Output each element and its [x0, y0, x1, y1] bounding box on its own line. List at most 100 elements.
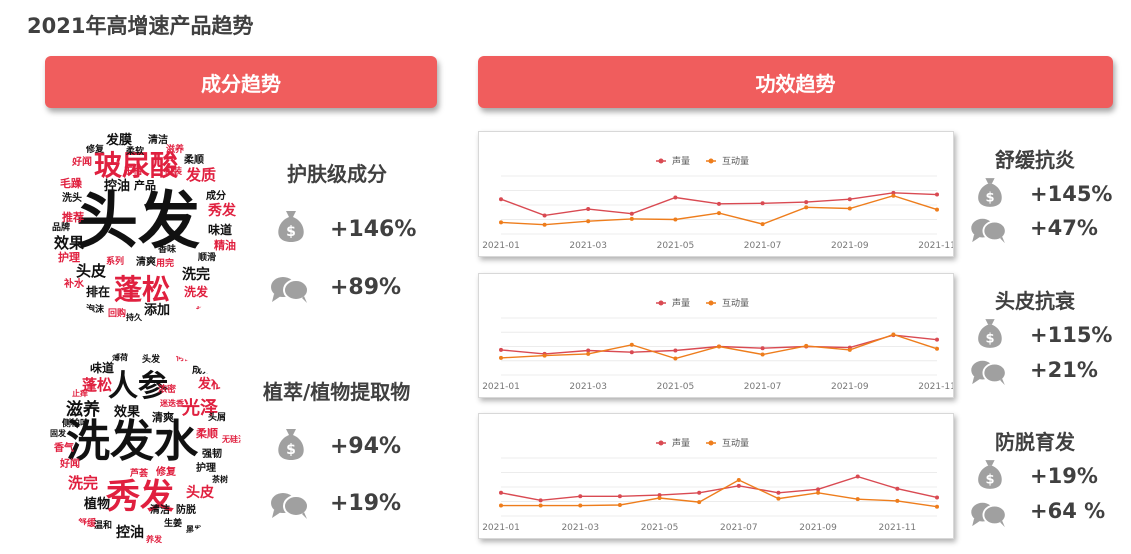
cloud-word: 养发: [146, 535, 162, 544]
series-line-interaction: [500, 194, 938, 226]
cloud-word: 柔软: [126, 147, 145, 157]
cloud-word: 香味: [158, 245, 177, 255]
data-point: [935, 337, 939, 342]
cloud-word: 好闻: [72, 157, 92, 168]
data-point: [776, 496, 781, 501]
x-tick-label: 2021-05: [641, 523, 679, 533]
data-point: [499, 355, 503, 360]
efficacy-chart-soothing: 声量 互动量 2021-01 2021-03 2021-05 2021-07 2021-09…: [478, 131, 954, 257]
data-point: [935, 192, 939, 197]
data-point: [673, 356, 678, 361]
cloud-word: 柔顺: [184, 155, 204, 166]
cloud-word: 香气: [54, 443, 74, 454]
data-point: [617, 502, 622, 507]
data-point: [578, 494, 583, 499]
cloud-word: 茶树: [212, 475, 228, 484]
efficacy-voice-growth: +19%: [1030, 464, 1098, 488]
cloud-word: 头皮: [76, 262, 107, 280]
x-tick-label: 2021-05: [657, 382, 695, 392]
cloud-word: 强韧: [202, 449, 222, 460]
efficacy-label-antihairloss: 防脱育发: [995, 430, 1075, 454]
data-point: [891, 332, 896, 337]
cloud-word: 打结: [196, 307, 215, 317]
cloud-word: 洗完: [182, 267, 210, 283]
cloud-word: 生姜: [164, 519, 183, 529]
cloud-word: 效果: [114, 405, 141, 420]
data-point: [629, 211, 634, 216]
cloud-word: 包装: [164, 167, 183, 177]
svg-text:$: $: [985, 472, 994, 487]
cloud-word: 品牌: [52, 223, 71, 233]
x-tick-label: 2021-03: [569, 241, 607, 251]
data-point: [673, 195, 678, 200]
data-point: [499, 220, 503, 225]
cloud-word: 蓬松: [82, 376, 113, 394]
line-chart: 声量 互动量 2021-01 2021-03 2021-05 2021-07 2021-09…: [482, 297, 953, 392]
data-point: [804, 205, 809, 210]
cloud-word: 黑发: [186, 525, 202, 534]
data-point: [586, 348, 591, 353]
cloud-word: 味道: [208, 223, 233, 237]
data-point: [816, 487, 821, 492]
efficacy-voice-growth: +145%: [1030, 182, 1113, 206]
money-bag-icon: $: [977, 317, 1003, 353]
x-tick-label: 2021-07: [720, 523, 758, 533]
data-point: [816, 490, 821, 495]
x-tick-label: 2021-01: [482, 241, 520, 251]
data-point: [760, 352, 765, 357]
x-tick-label: 2021-09: [831, 382, 869, 392]
efficacy-label-soothing: 舒缓抗炎: [995, 148, 1075, 172]
cloud-word: 好闻: [60, 459, 80, 470]
series-line-voice: [500, 475, 938, 502]
data-point: [538, 503, 543, 508]
cloud-word: 成分: [192, 365, 212, 376]
cloud-word: 修复: [86, 145, 105, 155]
cloud-word: 滋养: [166, 145, 185, 155]
chat-bubbles-icon: [270, 274, 310, 308]
cloud-word: 温和: [94, 521, 113, 531]
cloud-word: 控油: [104, 179, 131, 194]
cloud-word: 防脱: [176, 505, 196, 516]
data-point: [629, 216, 634, 221]
legend-label: 互动量: [722, 156, 749, 167]
ingredient-voice-growth: +94%: [330, 434, 402, 459]
efficacy-interaction-growth: +21%: [1030, 358, 1098, 382]
ingredient-label-skincare-grade: 护肤级成分: [287, 162, 387, 186]
data-point: [760, 201, 765, 206]
cloud-word: 何首乌: [176, 353, 200, 362]
cloud-word: 添加: [144, 303, 171, 318]
data-point: [891, 193, 896, 198]
cloud-word: 产品: [134, 179, 156, 192]
cloud-word: 柔顺: [196, 427, 218, 440]
data-point: [847, 347, 852, 352]
money-bag-icon: $: [977, 458, 1003, 494]
data-point: [935, 346, 939, 351]
data-point: [697, 500, 702, 505]
svg-text:$: $: [286, 224, 296, 240]
legend-label: 互动量: [722, 298, 749, 309]
data-point: [657, 493, 662, 498]
cloud-word: 排在: [86, 285, 111, 299]
data-point: [499, 197, 503, 202]
cloud-word: 清洁: [148, 135, 168, 146]
x-tick-label: 2021-07: [744, 382, 782, 392]
x-tick-label: 2021-11: [918, 241, 953, 251]
data-point: [895, 486, 900, 491]
chat-bubbles-icon: [970, 216, 1008, 248]
cloud-word: 头屑: [208, 413, 227, 423]
data-point: [804, 343, 809, 348]
data-point: [499, 347, 503, 352]
cloud-word: 护理: [58, 251, 80, 264]
legend-marker: [658, 440, 664, 446]
ingredient-interaction-growth: +19%: [330, 491, 402, 516]
cloud-word: 玻尿酸: [94, 149, 179, 182]
x-tick-label: 2021-09: [831, 241, 869, 251]
money-bag-icon: $: [277, 209, 305, 247]
chat-bubbles-icon: [970, 500, 1008, 532]
ingredient-word-cloud-1: 头发 玻尿酸 蓬松 发膜 发质 控油 产品 清洁 秀发 洗完 添加 效果 护理 …: [46, 128, 241, 326]
cloud-word: 迷迭香: [160, 399, 184, 408]
legend-marker: [708, 158, 714, 164]
cloud-word: 浓密: [158, 385, 177, 395]
data-point: [776, 490, 781, 495]
cloud-word: 用完: [156, 259, 175, 269]
